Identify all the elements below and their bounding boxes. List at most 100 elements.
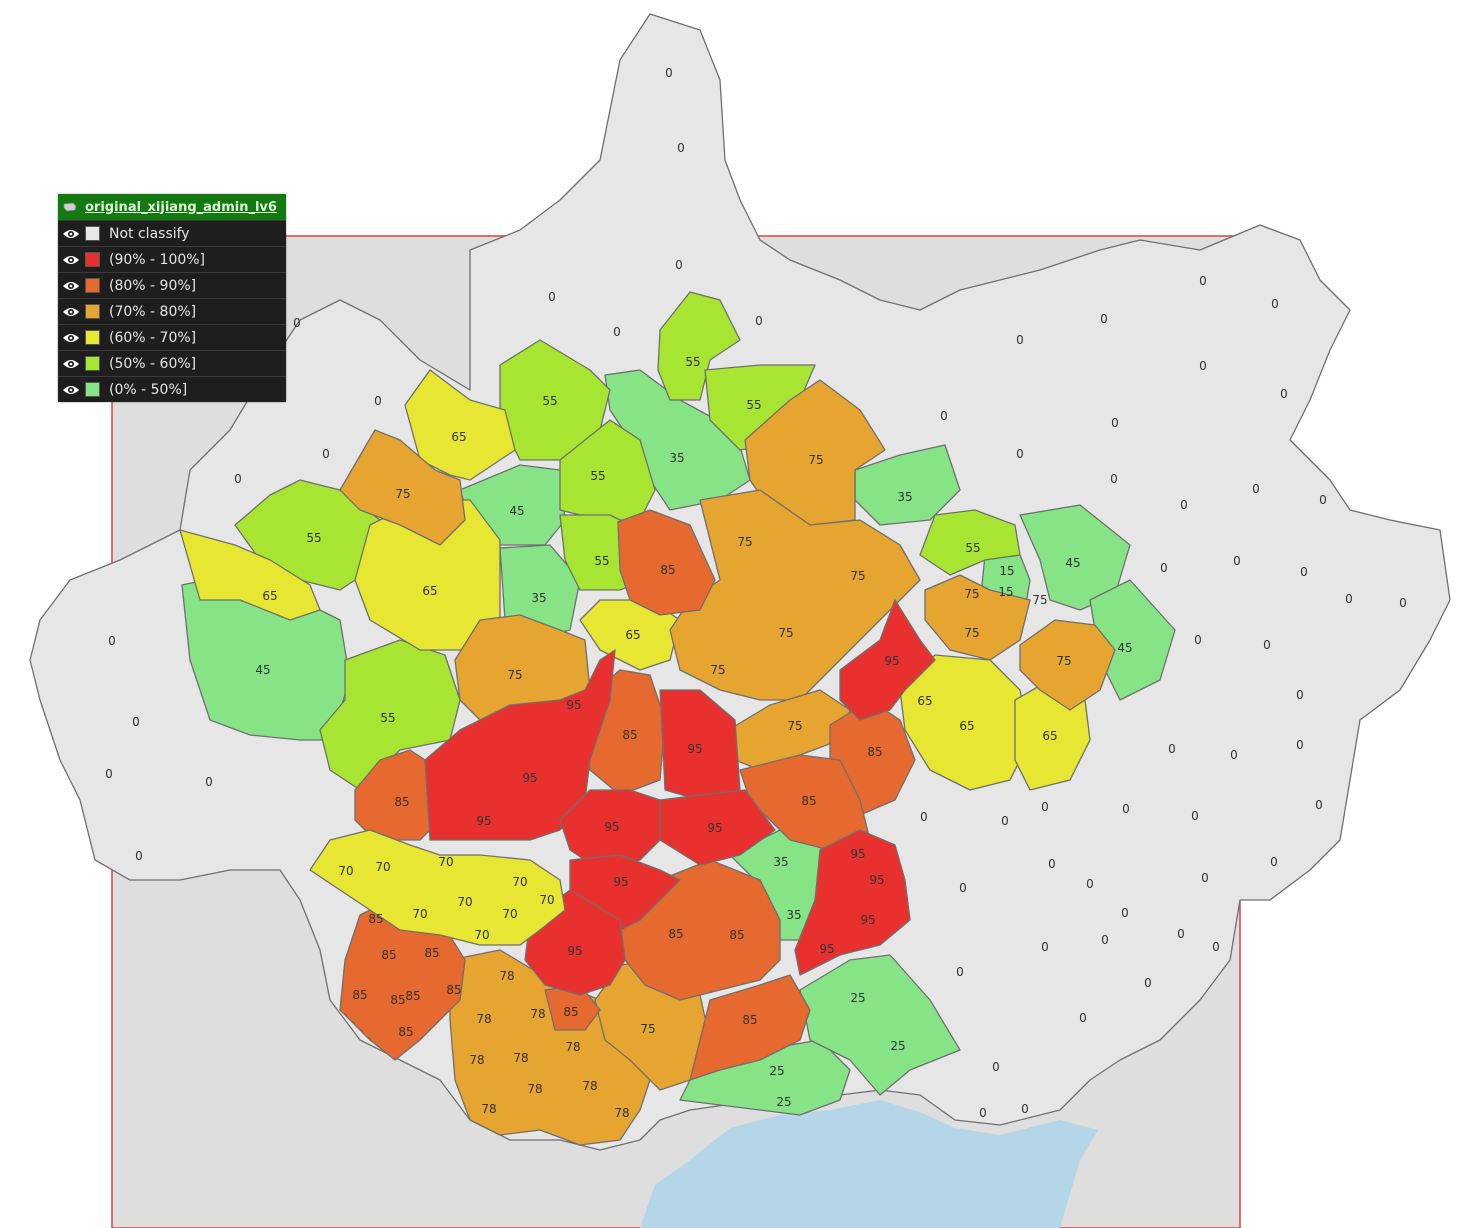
region-value-label: 0 bbox=[1111, 416, 1119, 430]
region-value-label: 0 bbox=[293, 316, 301, 330]
region-value-label: 45 bbox=[1117, 641, 1132, 655]
legend-item[interactable]: Not classify bbox=[58, 220, 286, 246]
region-55-north-2[interactable] bbox=[559, 419, 656, 521]
legend-item[interactable]: (60% - 70%] bbox=[58, 324, 286, 350]
region-value-label: 85 bbox=[424, 946, 439, 960]
region-value-label: 85 bbox=[660, 563, 675, 577]
region-value-label: 35 bbox=[531, 591, 546, 605]
region-55-top[interactable] bbox=[657, 291, 741, 401]
eye-icon[interactable] bbox=[62, 384, 80, 396]
region-65-west[interactable] bbox=[179, 529, 321, 621]
region-value-label: 78 bbox=[476, 1012, 491, 1026]
region-value-label: 85 bbox=[801, 794, 816, 808]
sea-area bbox=[640, 1100, 1098, 1228]
region-value-label: 0 bbox=[1399, 596, 1407, 610]
eye-icon[interactable] bbox=[62, 358, 80, 370]
region-value-label: 55 bbox=[965, 541, 980, 555]
region-value-label: 0 bbox=[322, 447, 330, 461]
region-95-central[interactable] bbox=[424, 649, 616, 841]
region-value-label: 95 bbox=[567, 944, 582, 958]
region-value-label: 55 bbox=[746, 398, 761, 412]
region-value-label: 65 bbox=[1042, 729, 1057, 743]
region-value-label: 65 bbox=[959, 719, 974, 733]
eye-icon[interactable] bbox=[62, 254, 80, 266]
legend-panel: original_xijiang_admin_lv6 Not classify (… bbox=[58, 194, 286, 402]
region-value-label: 75 bbox=[737, 535, 752, 549]
region-value-label: 75 bbox=[778, 626, 793, 640]
legend-item[interactable]: (70% - 80%] bbox=[58, 298, 286, 324]
legend-swatch bbox=[85, 330, 100, 345]
region-value-label: 75 bbox=[710, 663, 725, 677]
region-value-label: 0 bbox=[1199, 359, 1207, 373]
region-value-label: 65 bbox=[451, 430, 466, 444]
region-value-label: 0 bbox=[1230, 748, 1238, 762]
region-value-label: 78 bbox=[499, 969, 514, 983]
region-95-southeast[interactable] bbox=[794, 829, 911, 976]
value-labels: 0 0 0 0 0 0 0 0 0 0 0 0 0 0 0 0 0 0 0 0 … bbox=[105, 66, 1407, 1120]
region-value-label: 95 bbox=[850, 847, 865, 861]
region-value-label: 0 bbox=[1101, 933, 1109, 947]
legend-header[interactable]: original_xijiang_admin_lv6 bbox=[58, 194, 286, 220]
region-value-label: 78 bbox=[513, 1051, 528, 1065]
region-value-label: 0 bbox=[108, 634, 116, 648]
legend-swatch bbox=[85, 356, 100, 371]
region-value-label: 0 bbox=[1180, 498, 1188, 512]
eye-icon[interactable] bbox=[62, 280, 80, 292]
region-value-label: 0 bbox=[613, 325, 621, 339]
region-75-northwest[interactable] bbox=[339, 429, 466, 546]
region-value-label: 55 bbox=[594, 554, 609, 568]
legend-item[interactable]: (0% - 50%] bbox=[58, 376, 286, 402]
region-value-label: 0 bbox=[1319, 493, 1327, 507]
classified-regions bbox=[179, 291, 1176, 1146]
region-95-east[interactable] bbox=[839, 599, 936, 721]
region-value-label: 0 bbox=[1160, 561, 1168, 575]
layer-name-link[interactable]: original_xijiang_admin_lv6 bbox=[85, 199, 277, 215]
region-75-east[interactable] bbox=[924, 574, 1031, 661]
region-value-label: 75 bbox=[507, 668, 522, 682]
region-value-label: 0 bbox=[205, 775, 213, 789]
region-95-central-4[interactable] bbox=[659, 789, 776, 866]
region-value-label: 0 bbox=[105, 767, 113, 781]
region-value-label: 65 bbox=[422, 584, 437, 598]
region-value-label: 75 bbox=[1056, 654, 1071, 668]
eye-icon[interactable] bbox=[62, 306, 80, 318]
region-75-central[interactable] bbox=[669, 489, 921, 701]
region-value-label: 78 bbox=[614, 1106, 629, 1120]
region-85-southwest[interactable] bbox=[339, 899, 466, 1061]
region-value-label: 78 bbox=[565, 1040, 580, 1054]
region-35-northeast[interactable] bbox=[854, 444, 961, 526]
region-value-label: 70 bbox=[438, 855, 453, 869]
eye-icon[interactable] bbox=[62, 332, 80, 344]
region-value-label: 0 bbox=[1168, 742, 1176, 756]
legend-item[interactable]: (90% - 100%] bbox=[58, 246, 286, 272]
region-value-label: 0 bbox=[1144, 976, 1152, 990]
legend-item[interactable]: (50% - 60%] bbox=[58, 350, 286, 376]
region-value-label: 95 bbox=[819, 942, 834, 956]
eye-icon[interactable] bbox=[62, 228, 80, 240]
region-value-label: 85 bbox=[405, 989, 420, 1003]
region-25-southeast[interactable] bbox=[799, 954, 961, 1096]
region-value-label: 85 bbox=[729, 928, 744, 942]
legend-label: (90% - 100%] bbox=[109, 251, 206, 268]
region-75-east-2[interactable] bbox=[1019, 619, 1116, 711]
legend-item[interactable]: (80% - 90%] bbox=[58, 272, 286, 298]
region-value-label: 85 bbox=[622, 728, 637, 742]
region-value-label: 70 bbox=[375, 860, 390, 874]
legend-label: (70% - 80%] bbox=[109, 303, 197, 320]
region-value-label: 78 bbox=[582, 1079, 597, 1093]
region-value-label: 25 bbox=[890, 1039, 905, 1053]
region-55-east[interactable] bbox=[919, 509, 1021, 576]
region-value-label: 0 bbox=[1252, 482, 1260, 496]
legend-swatch bbox=[85, 278, 100, 293]
region-value-label: 0 bbox=[1296, 688, 1304, 702]
region-85-south-2[interactable] bbox=[689, 974, 811, 1081]
region-value-label: 0 bbox=[665, 66, 673, 80]
region-value-label: 95 bbox=[613, 875, 628, 889]
region-70-group[interactable] bbox=[309, 829, 566, 946]
region-value-label: 0 bbox=[1296, 738, 1304, 752]
region-value-label: 0 bbox=[1122, 802, 1130, 816]
region-85-north[interactable] bbox=[617, 509, 716, 616]
region-value-label: 0 bbox=[1100, 312, 1108, 326]
region-value-label: 70 bbox=[512, 875, 527, 889]
